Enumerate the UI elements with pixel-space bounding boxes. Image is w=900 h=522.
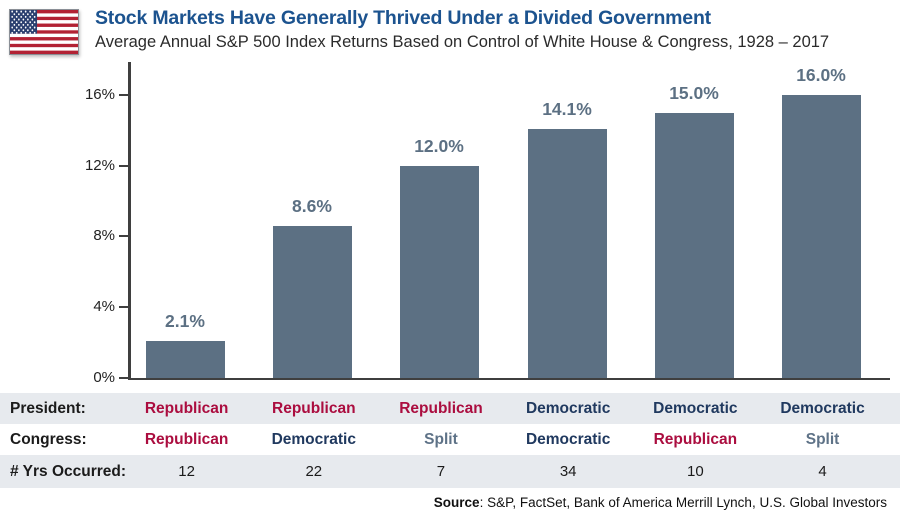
table-row: # Yrs Occurred: 12 22 7 34 10 4 — [0, 455, 900, 488]
y-axis-tick-label: 0% — [93, 369, 115, 386]
table-cell-plain: 7 — [436, 463, 446, 480]
row-label: Congress: — [10, 430, 87, 448]
y-axis-tick-label: 4% — [93, 298, 115, 315]
table-cell-republican: Republican — [399, 399, 483, 417]
y-axis-tick — [119, 377, 128, 379]
source-text: : S&P, FactSet, Bank of America Merrill … — [479, 495, 887, 510]
bar — [655, 113, 734, 378]
table-cell-democratic: Democratic — [271, 430, 356, 448]
government-control-table: President: Republican Republican Republican… — [0, 393, 900, 488]
y-axis-tick-label: 12% — [84, 157, 115, 174]
table-cell-plain: 12 — [178, 463, 195, 480]
bar — [146, 341, 225, 378]
us-flag-icon — [9, 9, 79, 55]
table-cell-republican: Republican — [272, 399, 356, 417]
table-row: Congress: Republican Democratic Split Democr… — [0, 424, 900, 455]
bar-value-label: 15.0% — [669, 83, 719, 103]
table-row: President: Republican Republican Republican… — [0, 393, 900, 424]
bar-value-label: 2.1% — [165, 311, 205, 331]
bar-value-label: 12.0% — [414, 136, 464, 156]
source-note: Source: S&P, FactSet, Bank of America Me… — [434, 495, 887, 510]
bar — [273, 226, 352, 378]
us-flag-graphic — [10, 10, 78, 54]
bar — [528, 129, 607, 378]
y-axis-tick-label: 16% — [84, 86, 115, 103]
header: Stock Markets Have Generally Thrived Und… — [0, 0, 900, 60]
y-axis-line — [128, 62, 131, 378]
row-label: President: — [10, 399, 86, 417]
table-cell-democratic: Democratic — [653, 399, 738, 417]
table-cell-democratic: Democratic — [525, 399, 611, 417]
y-axis-tick — [119, 165, 128, 167]
table-cell-split: Split — [424, 430, 458, 448]
bar — [782, 95, 861, 378]
bar-value-label: 14.1% — [542, 99, 592, 119]
row-label: # Yrs Occurred: — [10, 462, 127, 480]
y-axis-tick — [119, 94, 128, 96]
bar-value-label: 16.0% — [796, 65, 846, 85]
bar-value-label: 8.6% — [292, 196, 332, 216]
table-cell-republican: Republican — [144, 399, 229, 417]
table-cell-plain: 22 — [305, 463, 323, 480]
y-axis-tick-label: 8% — [93, 227, 115, 244]
x-axis-line — [128, 378, 890, 380]
table-cell-democratic: Democratic — [525, 430, 611, 448]
bar-chart: 0% 4% 8% 12% 16% 2.1% 8.6% 12.0% 14.1% 15.0% 16.0% — [0, 60, 900, 386]
bar — [400, 166, 479, 378]
y-axis-tick — [119, 306, 128, 308]
table-cell-plain: 4 — [818, 463, 827, 480]
table-cell-split: Split — [805, 430, 840, 448]
page-title: Stock Markets Have Generally Thrived Und… — [95, 7, 711, 29]
table-cell-democratic: Democratic — [780, 399, 865, 417]
table-cell-republican: Republican — [653, 430, 738, 448]
y-axis-tick — [119, 235, 128, 237]
chart-subtitle: Average Annual S&P 500 Index Returns Bas… — [95, 33, 830, 51]
table-cell-plain: 10 — [687, 463, 704, 480]
table-cell-republican: Republican — [144, 430, 229, 448]
table-cell-plain: 34 — [559, 463, 577, 480]
source-label: Source — [433, 495, 480, 510]
